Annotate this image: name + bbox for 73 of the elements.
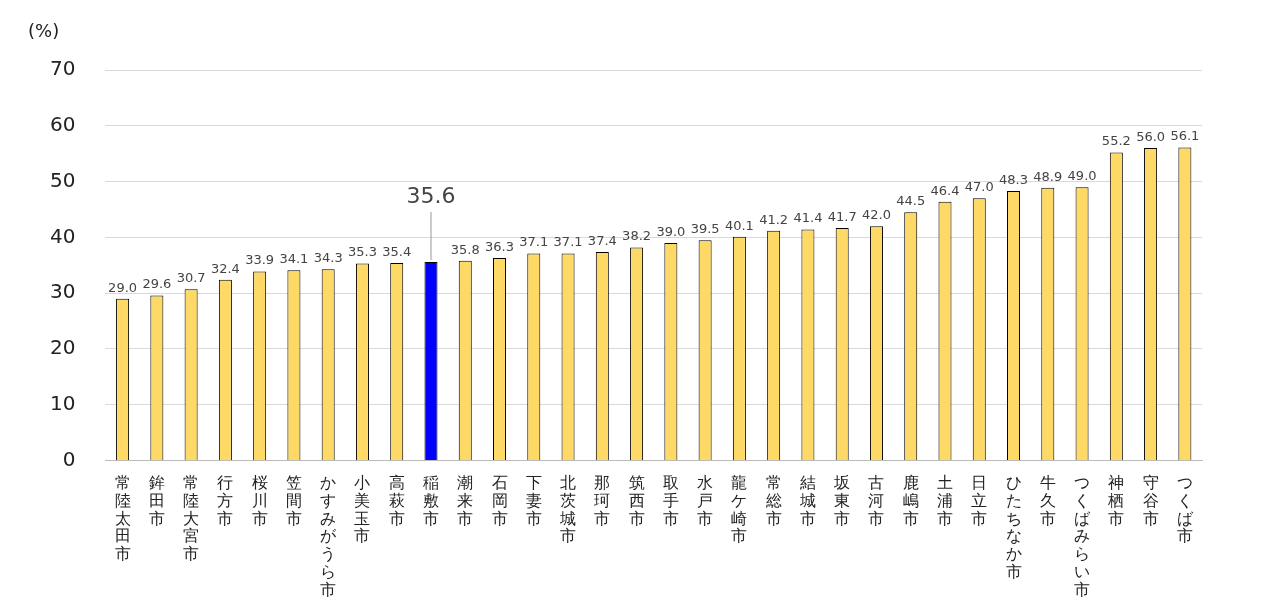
x-tick-label: 土浦市 xyxy=(937,472,953,528)
data-label: 34.1 xyxy=(279,251,309,267)
data-label: 48.9 xyxy=(1033,168,1063,184)
x-tick-label: 守谷市 xyxy=(1142,472,1159,528)
data-label: 55.2 xyxy=(1101,133,1131,149)
data-label: 41.7 xyxy=(827,208,857,224)
x-tick-label: 常陸大宮市 xyxy=(183,472,200,564)
data-label: 35.4 xyxy=(382,243,412,259)
data-label: 37.4 xyxy=(587,232,617,248)
data-label: 38.2 xyxy=(622,228,652,244)
x-tick-label: 高萩市 xyxy=(388,472,405,528)
y-tick-label: 30 xyxy=(50,279,76,304)
data-label: 47.0 xyxy=(964,179,994,195)
x-tick-label: 神栖市 xyxy=(1107,472,1125,528)
x-tick-label: ひたちなか市 xyxy=(1005,472,1022,582)
x-tick-label: 水戸市 xyxy=(697,472,714,528)
data-label: 41.2 xyxy=(759,211,789,227)
x-tick-label: 鉾田市 xyxy=(148,472,165,528)
data-label: 46.4 xyxy=(930,182,960,198)
x-tick-label: つくば市 xyxy=(1176,472,1194,546)
data-label: 41.4 xyxy=(793,210,823,226)
y-axis-title: (%) xyxy=(28,20,60,41)
x-tick-label: 潮来市 xyxy=(457,472,474,528)
data-label: 56.1 xyxy=(1170,128,1200,144)
x-tick-label: 下妻市 xyxy=(525,472,542,528)
data-label: 40.1 xyxy=(724,217,754,233)
x-tick-label: 筑西市 xyxy=(628,472,645,528)
data-label: 35.3 xyxy=(347,244,377,260)
data-label: 44.5 xyxy=(896,193,926,209)
x-tick-label: 行方市 xyxy=(217,472,234,528)
x-tick-label: 龍ケ崎市 xyxy=(731,472,748,546)
data-label: 36.3 xyxy=(485,238,514,254)
y-tick-label: 70 xyxy=(50,56,76,81)
data-label: 39.0 xyxy=(656,223,686,239)
x-tick-label: 石岡市 xyxy=(491,472,508,528)
x-tick-label: 日立市 xyxy=(971,472,988,528)
x-tick-label: 常陸太田市 xyxy=(114,472,131,564)
y-tick-label: 0 xyxy=(62,446,76,471)
data-label: 42.0 xyxy=(861,207,891,223)
data-label: 39.5 xyxy=(690,221,720,237)
data-label: 49.0 xyxy=(1067,168,1097,184)
data-label: 32.4 xyxy=(210,260,240,276)
data-label: 35.6 xyxy=(406,182,456,208)
x-tick-label: 稲敷市 xyxy=(422,472,439,528)
x-tick-label: 結城市 xyxy=(798,472,816,528)
y-tick-label: 60 xyxy=(50,112,76,136)
data-label: 29.0 xyxy=(108,279,138,295)
data-label: 29.6 xyxy=(142,276,172,292)
y-tick-label: 20 xyxy=(50,335,76,360)
x-tick-label: 桜川市 xyxy=(251,472,268,528)
x-tick-label: 常総市 xyxy=(764,472,782,528)
data-label: 37.1 xyxy=(519,234,549,250)
data-label: 30.7 xyxy=(176,270,206,286)
x-tick-label: 小美玉市 xyxy=(354,472,371,546)
x-tick-label: 坂東市 xyxy=(833,472,851,528)
x-tick-label: つくばみらい市 xyxy=(1074,472,1092,600)
x-tick-label: 那珂市 xyxy=(594,472,611,528)
x-tick-label: 牛久市 xyxy=(1039,472,1056,528)
x-tick-label: 取手市 xyxy=(662,472,679,528)
data-label: 33.9 xyxy=(245,252,275,268)
data-label: 56.0 xyxy=(1136,128,1166,144)
y-tick-label: 10 xyxy=(50,390,76,415)
x-tick-label: 古河市 xyxy=(868,472,885,528)
x-tick-label: 鹿嶋市 xyxy=(902,472,919,528)
data-label: 37.1 xyxy=(553,234,583,250)
data-label: 35.8 xyxy=(450,241,480,257)
y-tick-label: 40 xyxy=(50,223,76,248)
data-label: 48.3 xyxy=(999,171,1029,187)
x-tick-label: 笠間市 xyxy=(285,472,302,528)
x-tick-label: 北茨城市 xyxy=(559,472,577,546)
x-tick-label: かすみがうら市 xyxy=(320,472,338,600)
y-tick-label: 50 xyxy=(50,167,76,192)
data-label: 34.3 xyxy=(313,250,343,266)
